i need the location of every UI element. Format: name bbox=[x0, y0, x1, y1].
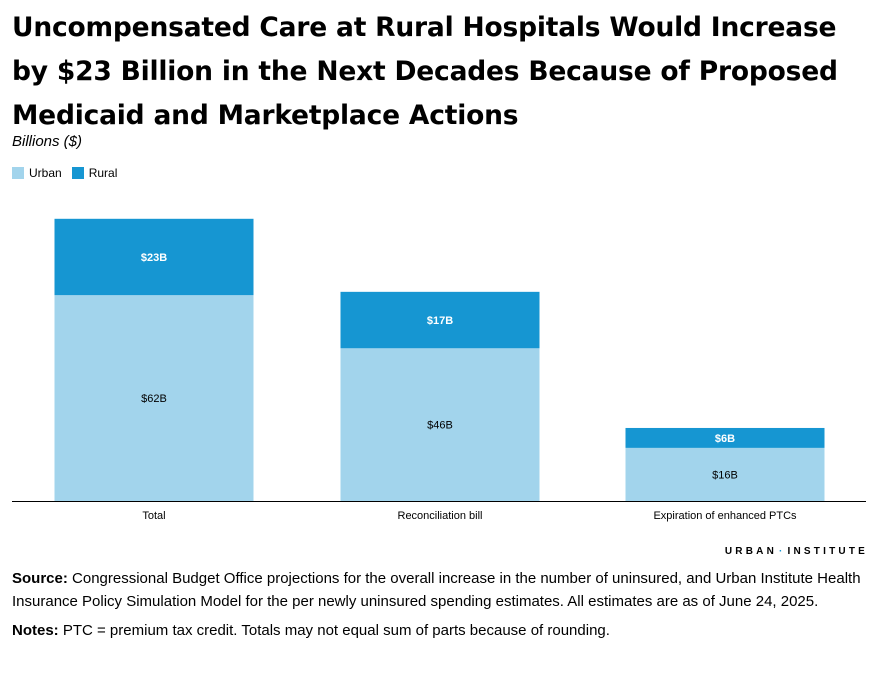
brand-separator: · bbox=[779, 546, 786, 557]
x-tick-label-1: Reconciliation bill bbox=[398, 510, 483, 522]
bar-urban-2 bbox=[625, 447, 825, 501]
stacked-bar-chart: $62B $23B Total $46B $17B Reconciliation bill… bbox=[12, 218, 866, 522]
legend: Urban Rural bbox=[12, 166, 127, 180]
legend-label-rural: Rural bbox=[88, 166, 118, 180]
data-label-urban-2: $16B bbox=[712, 469, 738, 481]
bar-urban-1 bbox=[340, 348, 540, 501]
notes: Notes: PTC = premium tax credit. Totals … bbox=[12, 619, 862, 642]
x-tick-label-0: Total bbox=[142, 510, 165, 522]
bar-rural-2 bbox=[625, 427, 825, 448]
chart-title: Uncompensated Care at Rural Hospitals Wo… bbox=[12, 12, 838, 131]
bar-urban-0 bbox=[54, 295, 254, 501]
units-label: Billions ($) bbox=[12, 133, 83, 150]
data-label-rural-1: $17B bbox=[427, 315, 453, 327]
footer: Source: Congressional Budget Office proj… bbox=[12, 567, 862, 648]
legend-item-rural: Rural bbox=[71, 166, 118, 180]
urban-institute-logo: URBAN · INSTITUTE bbox=[725, 546, 868, 557]
bar-rural-0 bbox=[54, 218, 254, 296]
x-tick-label-2: Expiration of enhanced PTCs bbox=[653, 510, 797, 522]
source-text: Congressional Budget Office projections … bbox=[12, 570, 861, 610]
legend-label-urban: Urban bbox=[29, 166, 62, 180]
notes-text: PTC = premium tax credit. Totals may not… bbox=[58, 622, 610, 639]
legend-swatch-urban bbox=[12, 167, 24, 179]
bar-rural-1 bbox=[340, 291, 540, 349]
data-label-rural-2: $6B bbox=[715, 433, 735, 445]
brand-left: URBAN bbox=[724, 546, 777, 557]
notes-label: Notes: bbox=[12, 622, 59, 639]
data-label-rural-0: $23B bbox=[141, 252, 167, 264]
legend-swatch-rural bbox=[71, 167, 84, 179]
brand-right: INSTITUTE bbox=[787, 546, 868, 557]
source-label: Source: bbox=[12, 570, 68, 587]
legend-item-urban: Urban bbox=[12, 166, 62, 180]
source-note: Source: Congressional Budget Office proj… bbox=[12, 567, 862, 613]
data-label-urban-0: $62B bbox=[141, 393, 167, 405]
data-label-urban-1: $46B bbox=[427, 420, 453, 432]
